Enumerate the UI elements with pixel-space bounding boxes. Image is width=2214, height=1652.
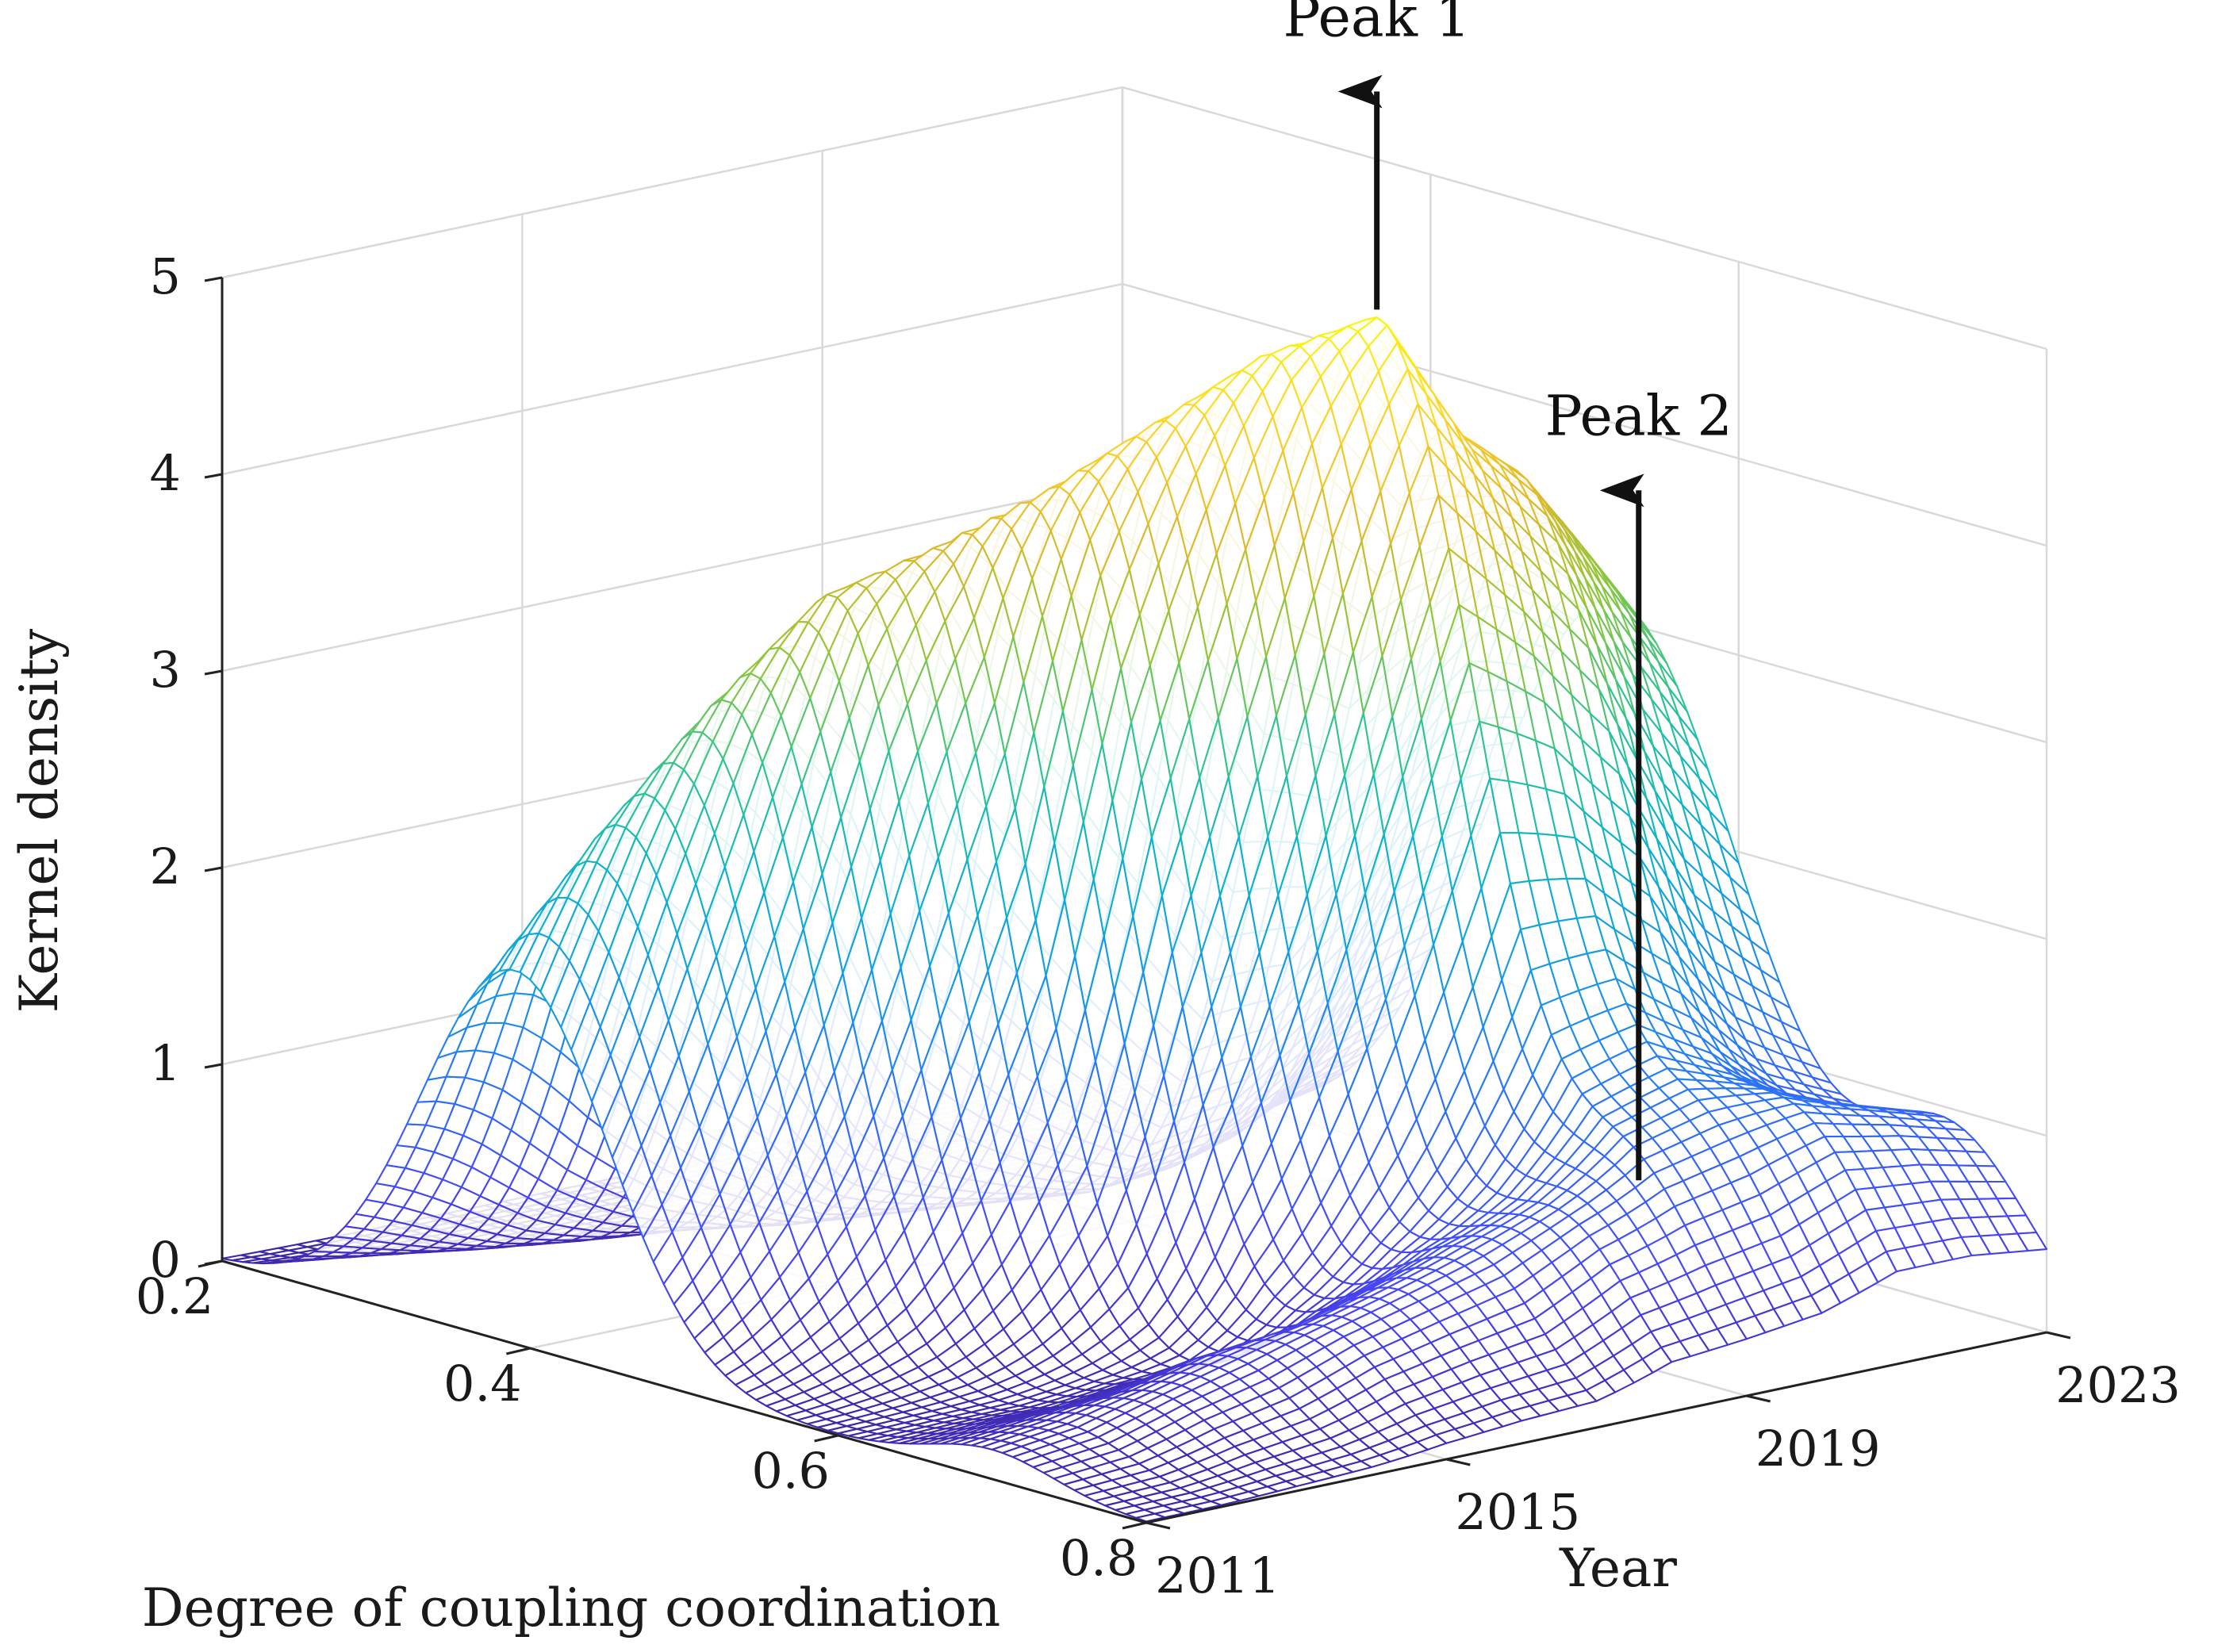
- x-tick-mark-1: [505, 1347, 531, 1355]
- z-tick-mark-5: [204, 276, 223, 282]
- z-tick-mark-3: [204, 669, 223, 676]
- grid-line-z-4: [221, 282, 2047, 547]
- grid-line-z-5: [221, 86, 2047, 351]
- z-tick-label-0: 0: [150, 1231, 181, 1289]
- y-axis-title: Year: [1559, 1538, 1677, 1599]
- z-tick-mark-2: [204, 866, 223, 872]
- peak-label-1: Peak 1: [1284, 0, 1471, 49]
- surface-cell: [1135, 1512, 1166, 1523]
- x-tick-mark-3: [1122, 1521, 1147, 1530]
- year-tick-mark-3: [2046, 1331, 2071, 1340]
- x-axis-line: [221, 1259, 1147, 1524]
- peak-annotations: Peak 1 Peak 2: [1284, 0, 1732, 1181]
- x-axis-title: Degree of coupling coordination: [142, 1577, 1001, 1639]
- x-tick-mark-2: [814, 1434, 839, 1443]
- year-tick-label-3: 2023: [2055, 1356, 2181, 1414]
- year-tick-label-0: 2011: [1155, 1547, 1280, 1604]
- z-tick-label-3: 3: [150, 641, 181, 699]
- year-tick-label-1: 2015: [1455, 1483, 1580, 1541]
- z-tick-label-1: 1: [150, 1034, 181, 1092]
- x-tick-label-0: 0.2: [136, 1267, 214, 1325]
- peak-label-2: Peak 2: [1545, 383, 1732, 448]
- tick-labels: 0 1 2 3 4 5 0.2 0.4 0.6 0.8 2011 2015 2019 2023: [136, 247, 2181, 1604]
- year-axis-line: [1145, 1331, 2047, 1524]
- x-tick-label-3: 0.8: [1060, 1529, 1138, 1587]
- year-tick-mark-2: [1746, 1394, 1771, 1403]
- z-tick-label-4: 4: [150, 444, 181, 502]
- year-tick-mark-1: [1445, 1458, 1471, 1466]
- z-tick-label-5: 5: [150, 247, 181, 305]
- z-tick-mark-1: [204, 1063, 223, 1069]
- z-tick-mark-4: [204, 473, 223, 479]
- x-tick-label-2: 0.6: [751, 1442, 830, 1500]
- x-tick-mark-0: [198, 1259, 223, 1268]
- z-tick-label-2: 2: [150, 837, 181, 895]
- surface-mesh: [221, 316, 2048, 1523]
- year-tick-label-2: 2019: [1755, 1420, 1881, 1478]
- z-axis-title: Kernel density: [9, 628, 70, 1013]
- x-tick-label-1: 0.4: [443, 1355, 522, 1412]
- axes-layer: [198, 276, 2071, 1530]
- year-tick-mark-0: [1145, 1521, 1171, 1530]
